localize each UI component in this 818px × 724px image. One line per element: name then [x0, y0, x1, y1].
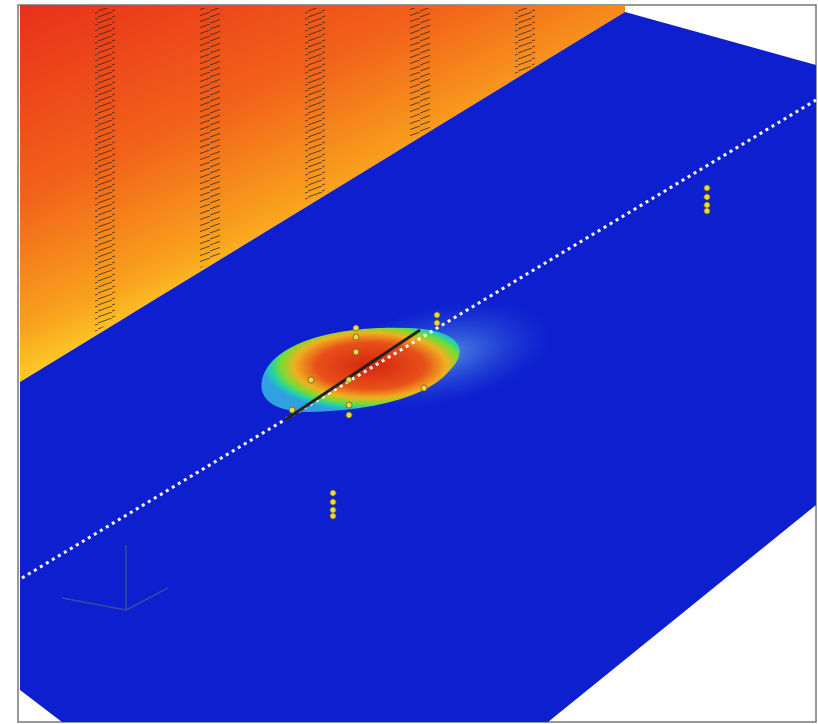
page	[0, 0, 818, 724]
scene-render	[0, 0, 818, 724]
